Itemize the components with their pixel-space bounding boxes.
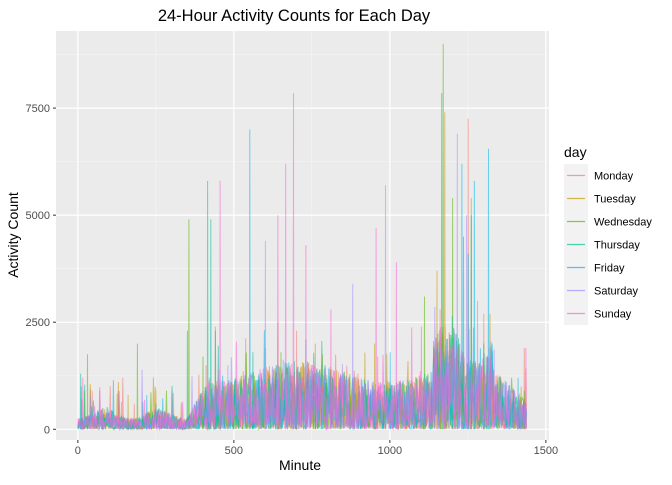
y-tick-label: 5000 (26, 210, 50, 222)
y-axis-label: Activity Count (5, 192, 21, 278)
legend-label-wednesday: Wednesday (594, 217, 652, 229)
series-layer (77, 43, 527, 432)
y-tick-label: 0 (44, 424, 50, 436)
legend-label-friday: Friday (594, 263, 625, 275)
legend-label-monday: Monday (594, 171, 634, 183)
y-tick-label: 7500 (26, 103, 50, 115)
legend-title: day (564, 144, 587, 160)
legend-label-thursday: Thursday (594, 240, 640, 252)
series-line-saturday (77, 133, 527, 431)
y-tick-label: 2500 (26, 317, 50, 329)
x-tick-label: 0 (75, 445, 81, 457)
axis-ticks (53, 107, 547, 443)
legend: day Monday Tuesday Wednesday Thursday Friday… (564, 144, 652, 325)
x-tick-label: 1500 (534, 445, 558, 457)
legend-label-tuesday: Tuesday (594, 194, 636, 206)
x-axis-label: Minute (279, 457, 321, 473)
axis-tick-labels: 0 500 1000 1500 0 2500 5000 7500 (26, 103, 559, 457)
x-tick-label: 500 (225, 445, 243, 457)
series-line-sunday (77, 93, 527, 432)
legend-label-saturday: Saturday (594, 286, 639, 298)
x-tick-label: 1000 (378, 445, 402, 457)
chart-title: 24-Hour Activity Counts for Each Day (158, 7, 431, 25)
legend-label-sunday: Sunday (594, 309, 632, 321)
